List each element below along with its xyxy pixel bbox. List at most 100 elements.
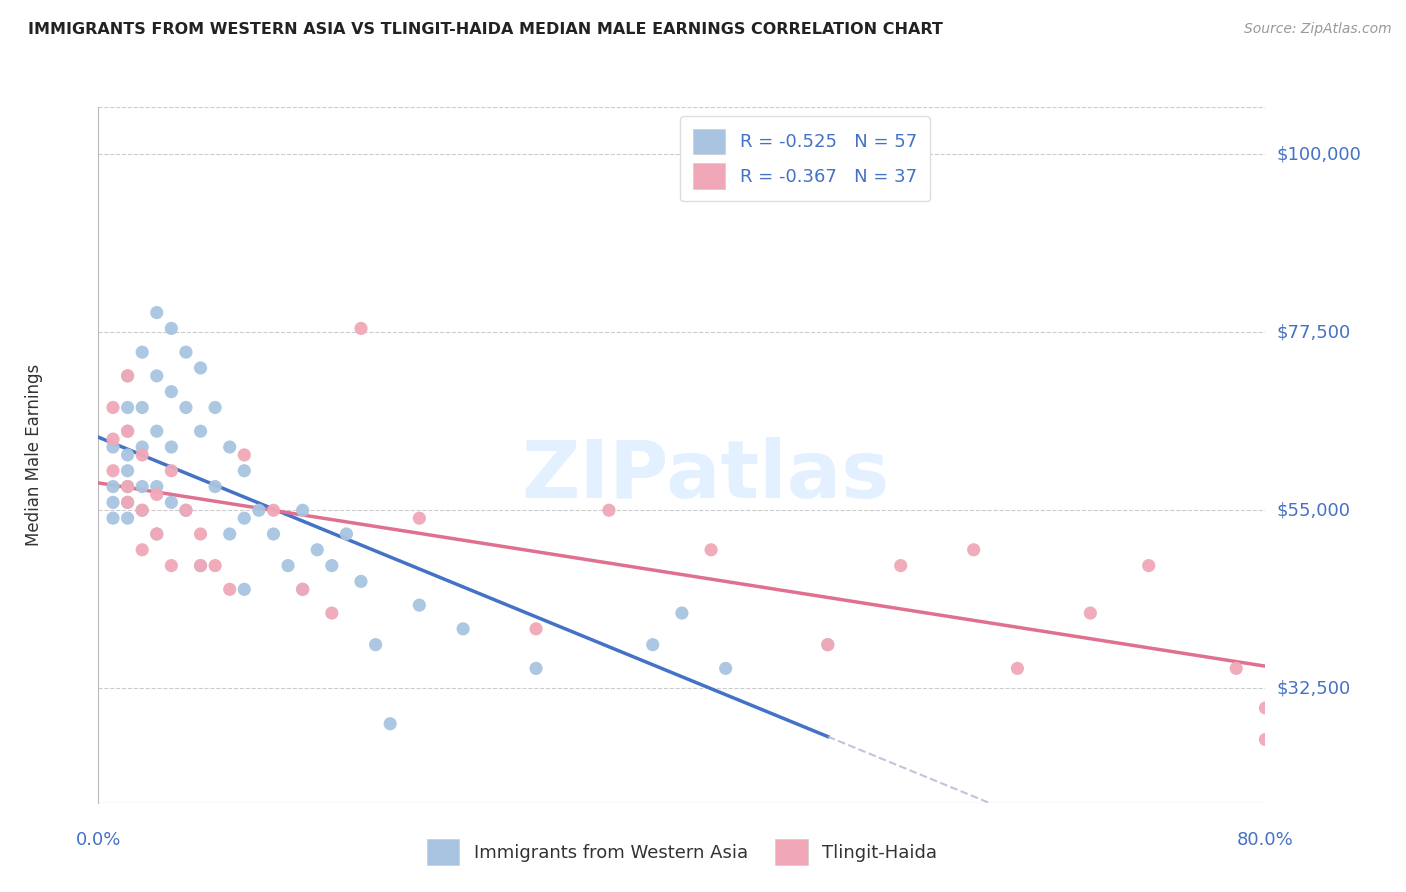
Text: $100,000: $100,000 [1277, 145, 1361, 163]
Point [117, 424, 139, 438]
Point [101, 511, 124, 525]
Point [146, 527, 169, 541]
Point [1225, 661, 1247, 675]
Point [190, 361, 212, 376]
Point [101, 440, 124, 454]
Point [131, 479, 153, 493]
Point [524, 622, 547, 636]
Point [190, 558, 212, 573]
Point [101, 432, 124, 446]
Point [233, 448, 256, 462]
Point [117, 495, 139, 509]
Point [131, 503, 153, 517]
Point [117, 495, 139, 509]
Point [598, 503, 620, 517]
Point [146, 479, 169, 493]
Point [233, 511, 256, 525]
Point [131, 440, 153, 454]
Point [714, 661, 737, 675]
Point [364, 638, 387, 652]
Point [160, 495, 183, 509]
Point [174, 503, 197, 517]
Point [262, 503, 284, 517]
Point [700, 542, 723, 557]
Point [160, 321, 183, 335]
Point [247, 503, 270, 517]
Point [890, 558, 912, 573]
Point [335, 527, 357, 541]
Point [233, 582, 256, 597]
Point [321, 606, 343, 620]
Point [174, 401, 197, 415]
Point [160, 464, 183, 478]
Point [190, 527, 212, 541]
Point [204, 558, 226, 573]
Point [1080, 606, 1102, 620]
Point [451, 622, 474, 636]
Point [218, 582, 240, 597]
Point [146, 487, 169, 501]
Point [1254, 701, 1277, 715]
Point [146, 527, 169, 541]
Text: IMMIGRANTS FROM WESTERN ASIA VS TLINGIT-HAIDA MEDIAN MALE EARNINGS CORRELATION C: IMMIGRANTS FROM WESTERN ASIA VS TLINGIT-… [28, 22, 943, 37]
Point [817, 638, 839, 652]
Point [131, 503, 153, 517]
Point [671, 606, 693, 620]
Point [131, 401, 153, 415]
Point [817, 638, 839, 652]
Point [1137, 558, 1160, 573]
Point [262, 527, 284, 541]
Point [117, 448, 139, 462]
Point [204, 479, 226, 493]
Point [277, 558, 299, 573]
Point [146, 368, 169, 383]
Point [218, 527, 240, 541]
Text: $55,000: $55,000 [1277, 501, 1351, 519]
Point [117, 479, 139, 493]
Point [218, 440, 240, 454]
Point [101, 464, 124, 478]
Text: Median Male Earnings: Median Male Earnings [25, 364, 44, 546]
Point [350, 321, 373, 335]
Text: Source: ZipAtlas.com: Source: ZipAtlas.com [1244, 22, 1392, 37]
Point [291, 582, 314, 597]
Point [160, 558, 183, 573]
Point [131, 345, 153, 359]
Point [408, 511, 430, 525]
Point [160, 440, 183, 454]
Point [117, 368, 139, 383]
Text: 80.0%: 80.0% [1237, 830, 1294, 848]
Point [190, 424, 212, 438]
Point [101, 401, 124, 415]
Point [962, 542, 984, 557]
Point [146, 424, 169, 438]
Text: ZIPatlas: ZIPatlas [522, 437, 890, 515]
Point [131, 542, 153, 557]
Point [117, 401, 139, 415]
Point [350, 574, 373, 589]
Point [291, 503, 314, 517]
Point [1254, 732, 1277, 747]
Point [641, 638, 664, 652]
Point [131, 448, 153, 462]
Point [408, 598, 430, 612]
Point [174, 503, 197, 517]
Point [101, 495, 124, 509]
Point [117, 368, 139, 383]
Point [378, 716, 402, 731]
Point [291, 582, 314, 597]
Point [101, 479, 124, 493]
Point [190, 558, 212, 573]
Text: $77,500: $77,500 [1277, 324, 1351, 342]
Point [524, 661, 547, 675]
Point [174, 345, 197, 359]
Point [233, 464, 256, 478]
Point [160, 384, 183, 399]
Point [204, 401, 226, 415]
Point [1007, 661, 1029, 675]
Text: 0.0%: 0.0% [76, 830, 121, 848]
Text: $32,500: $32,500 [1277, 679, 1351, 698]
Point [117, 424, 139, 438]
Point [307, 542, 329, 557]
Point [117, 479, 139, 493]
